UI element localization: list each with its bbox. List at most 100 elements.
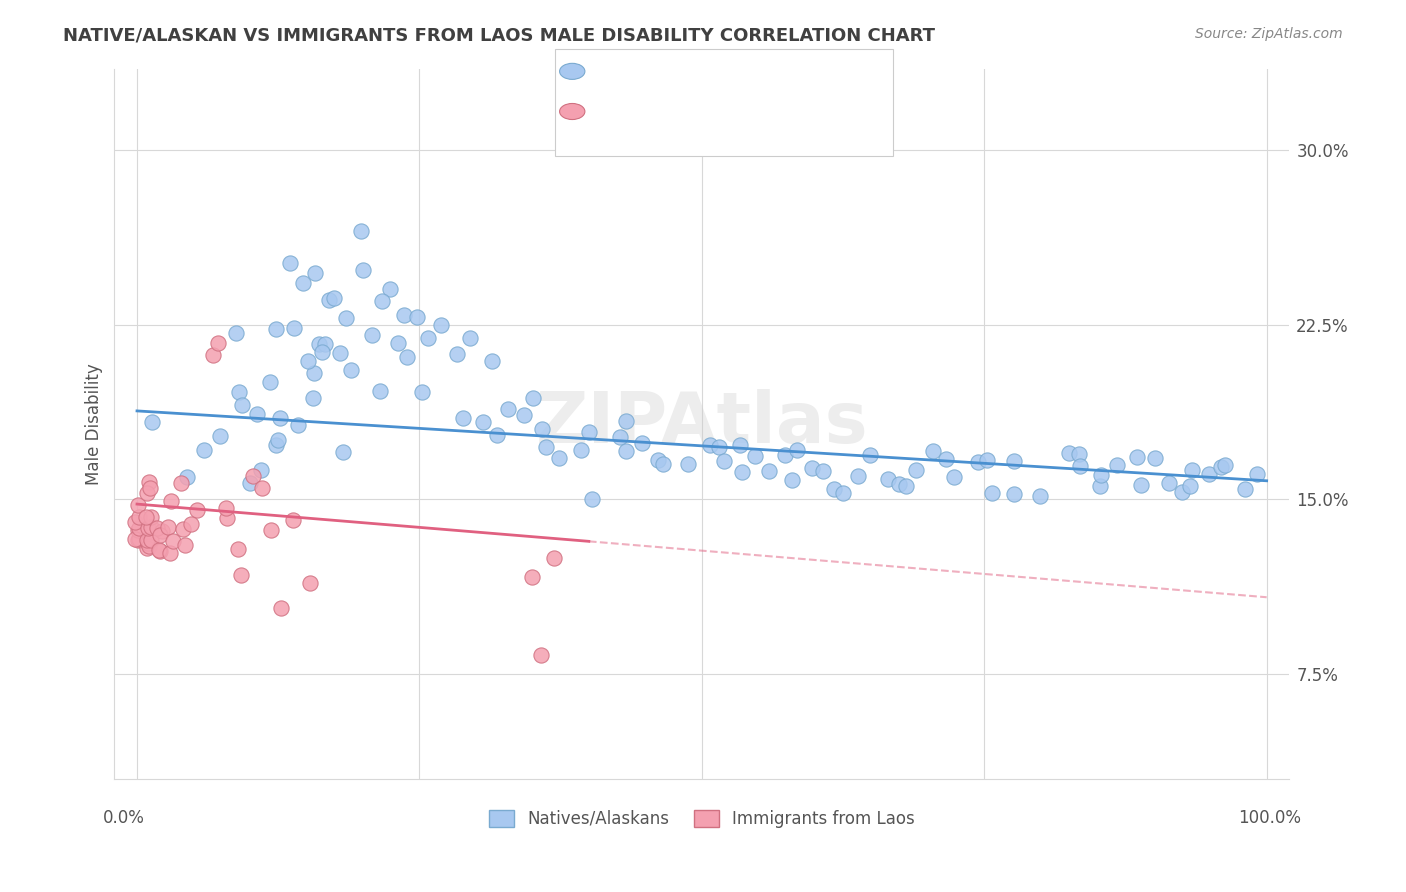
Point	[264, 437, 287, 451]
Point	[318, 293, 340, 308]
Text: 198: 198	[773, 62, 808, 79]
Point	[139, 533, 162, 547]
Point	[1209, 459, 1232, 474]
Point	[921, 444, 943, 458]
Point	[259, 375, 281, 389]
Point	[231, 568, 253, 582]
Text: -0.078: -0.078	[647, 102, 706, 120]
Point	[543, 551, 565, 566]
Point	[239, 475, 262, 490]
Point	[228, 384, 250, 399]
Point	[458, 331, 481, 345]
Point	[392, 308, 415, 322]
Y-axis label: Male Disability: Male Disability	[86, 363, 103, 484]
Point	[186, 502, 208, 516]
Point	[340, 363, 363, 377]
Point	[1088, 478, 1111, 492]
Point	[744, 449, 766, 463]
Point	[609, 430, 631, 444]
Point	[396, 350, 419, 364]
Point	[180, 517, 202, 532]
Point	[308, 337, 330, 351]
Point	[1057, 446, 1080, 460]
Point	[311, 345, 333, 359]
Point	[124, 516, 146, 530]
Point	[614, 444, 637, 458]
Point	[935, 451, 957, 466]
Point	[162, 533, 184, 548]
Point	[329, 346, 352, 360]
Point	[209, 429, 232, 443]
Point	[149, 528, 172, 542]
Point	[297, 354, 319, 368]
Point	[531, 422, 554, 436]
Point	[139, 510, 162, 524]
Text: 0.0%: 0.0%	[103, 809, 145, 827]
Point	[1002, 487, 1025, 501]
Point	[418, 331, 440, 345]
Point	[534, 440, 557, 454]
Text: R =: R =	[591, 62, 627, 79]
Point	[360, 327, 382, 342]
Point	[225, 326, 247, 340]
Point	[904, 463, 927, 477]
Point	[380, 282, 402, 296]
Point	[156, 520, 179, 534]
Point	[430, 318, 453, 332]
Point	[652, 457, 675, 471]
Point	[699, 438, 721, 452]
Point	[159, 546, 181, 560]
Point	[139, 520, 162, 534]
Point	[1233, 482, 1256, 496]
Point	[136, 486, 159, 500]
Point	[127, 524, 149, 538]
Point	[811, 464, 834, 478]
Point	[859, 448, 882, 462]
Point	[486, 428, 509, 442]
Point	[569, 443, 592, 458]
Point	[1067, 447, 1090, 461]
Point	[1069, 459, 1091, 474]
Point	[172, 522, 194, 536]
Point	[631, 436, 654, 450]
Point	[128, 532, 150, 546]
Point	[530, 648, 553, 662]
Point	[332, 445, 354, 459]
Point	[278, 255, 301, 269]
Point	[138, 535, 160, 549]
Point	[520, 570, 543, 584]
Text: 100.0%: 100.0%	[1239, 809, 1301, 827]
Text: R =: R =	[591, 102, 627, 120]
Point	[269, 411, 291, 425]
Point	[498, 402, 520, 417]
Point	[135, 510, 157, 524]
Point	[786, 443, 808, 458]
Point	[150, 524, 173, 538]
Point	[758, 464, 780, 478]
Point	[823, 482, 845, 496]
Legend: Natives/Alaskans, Immigrants from Laos: Natives/Alaskans, Immigrants from Laos	[482, 803, 922, 835]
Point	[1002, 454, 1025, 468]
Point	[215, 501, 238, 516]
Point	[713, 454, 735, 468]
Point	[135, 541, 157, 555]
Point	[481, 353, 503, 368]
Point	[1178, 478, 1201, 492]
Point	[287, 417, 309, 432]
Point	[138, 475, 160, 489]
Point	[202, 348, 225, 362]
Point	[304, 367, 326, 381]
Point	[780, 473, 803, 487]
Point	[170, 476, 193, 491]
Point	[127, 498, 149, 512]
Point	[942, 470, 965, 484]
Point	[709, 440, 731, 454]
Text: 68: 68	[773, 102, 801, 120]
Point	[451, 410, 474, 425]
Point	[291, 277, 314, 291]
Point	[731, 465, 754, 479]
Point	[128, 510, 150, 524]
Point	[981, 485, 1004, 500]
Point	[775, 448, 797, 462]
Point	[349, 224, 371, 238]
